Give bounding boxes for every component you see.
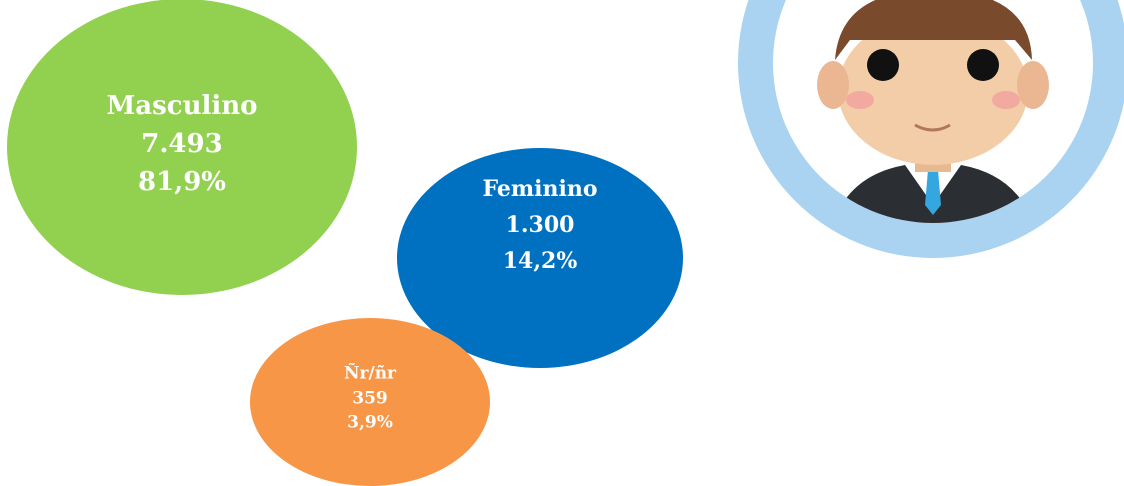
ear	[817, 61, 849, 109]
bubble-count: 359	[352, 389, 388, 409]
bubble-label: Masculino	[107, 91, 258, 121]
bubble-percent: 14,2%	[503, 248, 578, 274]
bubble-count: 7.493	[141, 129, 222, 159]
ear	[1017, 61, 1049, 109]
cheek	[992, 91, 1020, 109]
cheek	[846, 91, 874, 109]
eye	[967, 49, 999, 81]
bubble	[397, 148, 683, 368]
bubble-percent: 3,9%	[347, 413, 393, 433]
bubble-label: Ñr/ñr	[344, 362, 397, 384]
mouth	[914, 123, 951, 132]
eye	[867, 49, 899, 81]
bubble	[7, 0, 357, 295]
bubble-percent: 81,9%	[138, 167, 226, 197]
hair	[835, 0, 1032, 60]
bubble	[250, 318, 490, 486]
bubble-count: 1.300	[506, 212, 575, 238]
avatar	[738, 0, 1124, 258]
bubble-label: Feminino	[482, 176, 597, 202]
tie	[925, 170, 941, 215]
